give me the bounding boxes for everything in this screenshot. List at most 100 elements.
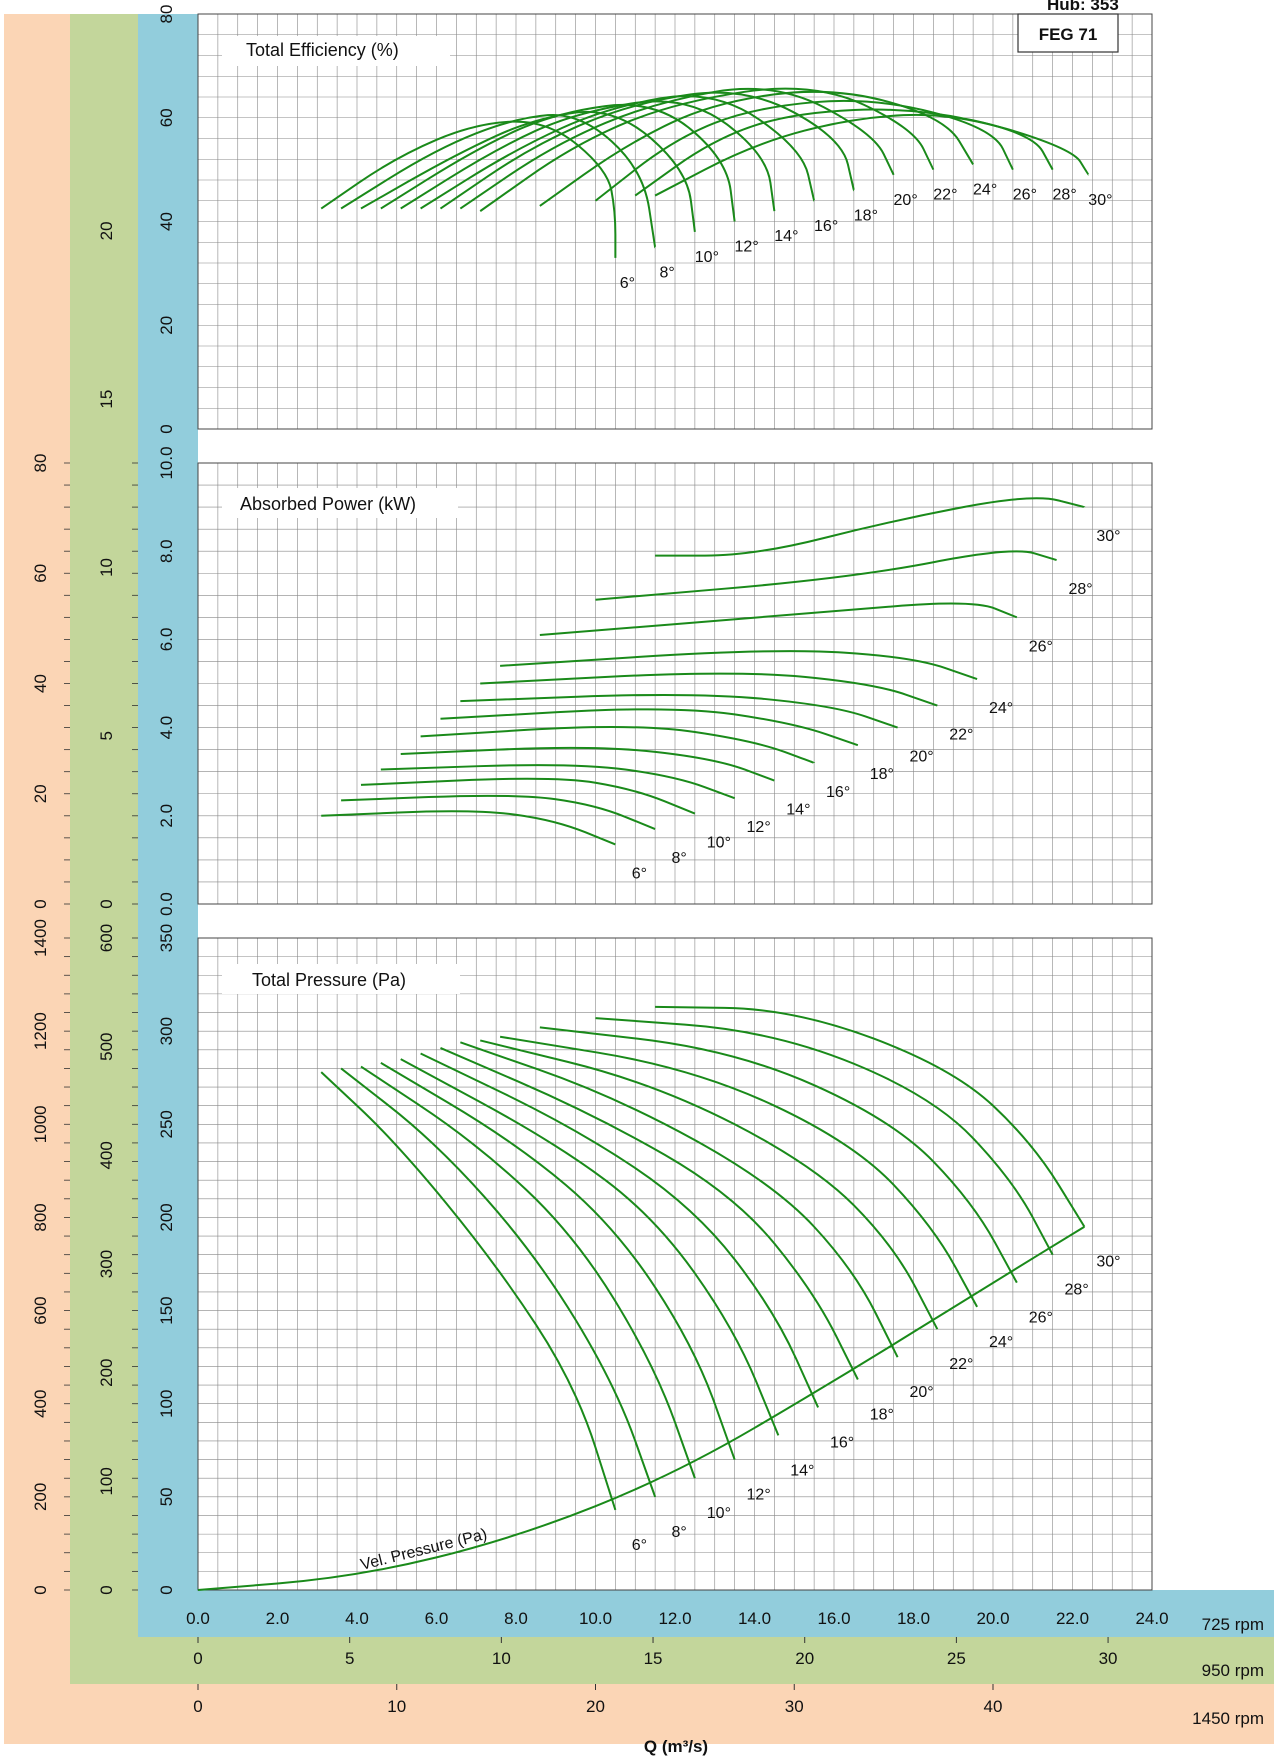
power-curve [480, 672, 938, 707]
pressure-angle-label: 30° [1096, 1254, 1120, 1271]
axis-gap [198, 429, 1152, 463]
x-tick-950: 20 [795, 1649, 814, 1668]
power-angle-label: 6° [632, 865, 647, 882]
rpm-725-label: 725 rpm [1202, 1615, 1264, 1634]
x-tick-725: 14.0 [738, 1609, 771, 1628]
pressure-y-tick-950: 200 [97, 1358, 116, 1386]
efficiency-angle-label: 12° [735, 239, 759, 256]
pressure-y-tick-1450: 400 [31, 1390, 50, 1418]
power-y-tick-725: 0.0 [157, 892, 176, 916]
efficiency-curve [439, 91, 855, 210]
pressure-curve [499, 1035, 979, 1308]
pressure-angle-label: 8° [671, 1524, 686, 1541]
pressure-curve [539, 1026, 1018, 1284]
rpm-950-label: 950 rpm [1202, 1661, 1264, 1680]
power-y-tick-725: 4.0 [157, 716, 176, 740]
power-y-tick-950: 20 [97, 221, 116, 240]
power-y-tick-950: 10 [97, 558, 116, 577]
power-title: Absorbed Power (kW) [240, 494, 416, 514]
model-badge [1017, 13, 1119, 53]
x-axis-title: Q (m³/s) [644, 1737, 708, 1756]
pressure-y-tick-1450: 1400 [31, 919, 50, 957]
pressure-y-tick-950: 400 [97, 1141, 116, 1169]
power-curve [655, 497, 1085, 557]
x-tick-1450: 40 [984, 1697, 1003, 1716]
band-1450-rpm-bottom [4, 1684, 1274, 1744]
power-curve [380, 764, 735, 800]
pressure-angle-label: 14° [790, 1462, 814, 1479]
power-y-tick-725: 8.0 [157, 539, 176, 563]
pressure-curve [380, 1061, 736, 1460]
band-950-rpm-bottom [70, 1637, 1274, 1684]
efficiency-curve [360, 110, 696, 233]
efficiency-angle-label: 16° [814, 218, 838, 235]
efficiency-y-tick: 60 [157, 108, 176, 127]
efficiency-curve [479, 87, 935, 212]
pressure-y-tick-725: 250 [157, 1110, 176, 1138]
pressure-curve [595, 1017, 1054, 1256]
efficiency-title-box [222, 36, 450, 66]
x-tick-725: 6.0 [425, 1609, 449, 1628]
pressure-y-tick-950: 100 [97, 1467, 116, 1495]
power-curve [400, 746, 775, 782]
power-y-tick-950: 0 [97, 899, 116, 908]
pressure-y-tick-1450: 1200 [31, 1012, 50, 1050]
efficiency-curve [380, 103, 736, 222]
efficiency-curve [459, 87, 895, 210]
pressure-y-tick-950: 500 [97, 1032, 116, 1060]
pressure-curve [420, 1052, 820, 1409]
x-tick-1450: 20 [586, 1697, 605, 1716]
grid-eff [197, 13, 1153, 430]
power-angle-label: 14° [786, 802, 810, 819]
efficiency-angle-label: 26° [1013, 187, 1037, 204]
power-y-tick-1450: 0 [31, 899, 50, 908]
x-tick-950: 30 [1099, 1649, 1118, 1668]
pressure-curve [320, 1071, 617, 1511]
x-tick-725: 10.0 [579, 1609, 612, 1628]
power-y-tick-1450: 80 [31, 454, 50, 473]
pressure-y-tick-1450: 800 [31, 1203, 50, 1231]
plot-frame-eff [197, 13, 1153, 430]
efficiency-angle-label: 22° [933, 187, 957, 204]
power-title-box [222, 488, 458, 518]
power-curve [440, 708, 859, 747]
power-angle-label: 16° [826, 784, 850, 801]
x-tick-950: 10 [492, 1649, 511, 1668]
x-tick-725: 2.0 [266, 1609, 290, 1628]
power-curve [360, 777, 696, 815]
power-curve [539, 602, 1018, 636]
pressure-angle-label: 16° [830, 1434, 854, 1451]
power-angle-label: 26° [1029, 638, 1053, 655]
efficiency-y-tick: 20 [157, 316, 176, 335]
power-angle-label: 28° [1068, 581, 1092, 598]
x-tick-725: 24.0 [1135, 1609, 1168, 1628]
efficiency-y-tick: 0 [157, 424, 176, 433]
pressure-y-tick-1450: 600 [31, 1296, 50, 1324]
efficiency-curve [539, 90, 975, 207]
velocity-pressure-curve [197, 1225, 1086, 1591]
pressure-curve [360, 1065, 696, 1479]
x-tick-725: 4.0 [345, 1609, 369, 1628]
pressure-y-tick-1450: 1000 [31, 1105, 50, 1143]
pressure-angle-label: 12° [747, 1487, 771, 1504]
pressure-angle-label: 18° [870, 1406, 894, 1423]
x-tick-950: 5 [345, 1649, 354, 1668]
grid-pow [197, 462, 1153, 905]
power-y-tick-725: 6.0 [157, 628, 176, 652]
pressure-y-tick-950: 300 [97, 1250, 116, 1278]
pressure-y-tick-1450: 200 [31, 1483, 50, 1511]
band-950-rpm [70, 14, 138, 1684]
power-y-tick-1450: 20 [31, 784, 50, 803]
power-y-tick-1450: 40 [31, 674, 50, 693]
pressure-y-tick-1450: 0 [31, 1585, 50, 1594]
power-angle-label: 20° [909, 749, 933, 766]
plot-frame-pres [197, 937, 1153, 1591]
pressure-angle-label: 10° [707, 1505, 731, 1522]
efficiency-curve [340, 113, 657, 248]
pressure-angle-label: 24° [989, 1334, 1013, 1351]
pressure-curve [479, 1039, 939, 1330]
pressure-title: Total Pressure (Pa) [252, 970, 406, 990]
pressure-curve [655, 1005, 1086, 1228]
efficiency-curve [654, 113, 1090, 197]
